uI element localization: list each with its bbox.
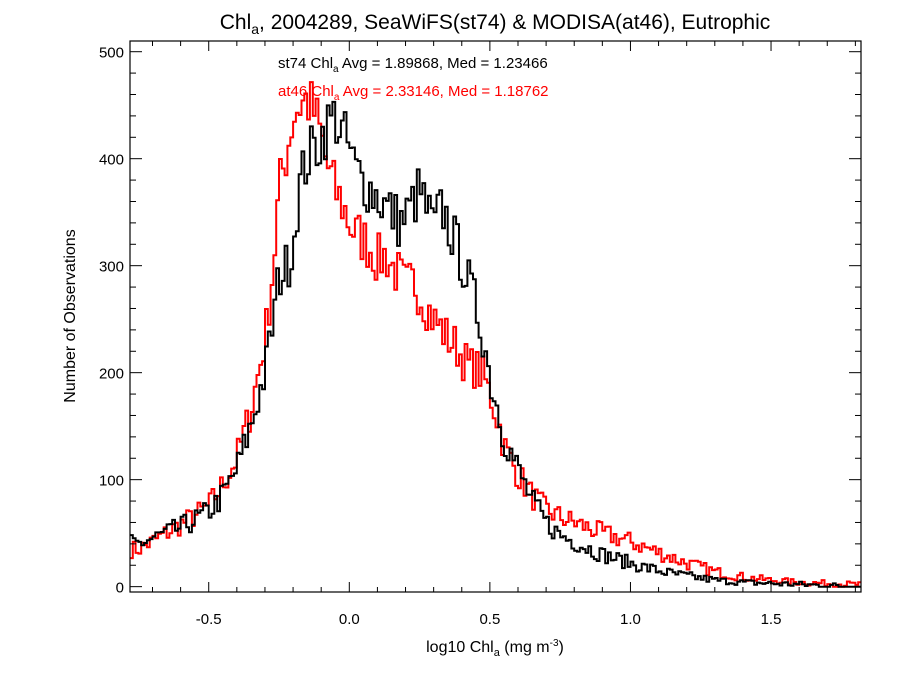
y-tick-label: 300 — [99, 259, 124, 276]
x-tick-label: -0.5 — [196, 611, 222, 628]
y-tick-label: 100 — [99, 473, 124, 490]
y-tick-label: 400 — [99, 152, 124, 169]
x-tick-label: 1.0 — [620, 611, 641, 628]
annotation-at46: at46 Chla Avg = 2.33146, Med = 1.18762 — [278, 83, 549, 103]
x-tick-label: 0.0 — [339, 611, 360, 628]
y-axis-label: Number of Observations — [62, 229, 79, 402]
annotation-st74: st74 Chla Avg = 1.89868, Med = 1.23466 — [278, 55, 548, 75]
y-tick-label: 0 — [116, 580, 124, 597]
y-tick-label: 200 — [99, 366, 124, 383]
series-st74-histogram — [130, 100, 861, 588]
chart-title: Chla, 2004289, SeaWiFS(st74) & MODISA(at… — [220, 11, 771, 37]
x-axis-label: log10 Chla (mg m-3) — [426, 638, 564, 659]
plot-frame — [129, 40, 862, 593]
x-tick-label: 1.5 — [761, 611, 782, 628]
tick-layer: -0.5 0.0 0.5 1.0 1.5 0 100 200 300 400 500 — [99, 41, 861, 628]
series-layer — [130, 81, 861, 588]
x-tick-label: 0.5 — [479, 611, 500, 628]
y-tick-label: 500 — [99, 45, 124, 62]
series-at46-histogram — [130, 81, 861, 588]
